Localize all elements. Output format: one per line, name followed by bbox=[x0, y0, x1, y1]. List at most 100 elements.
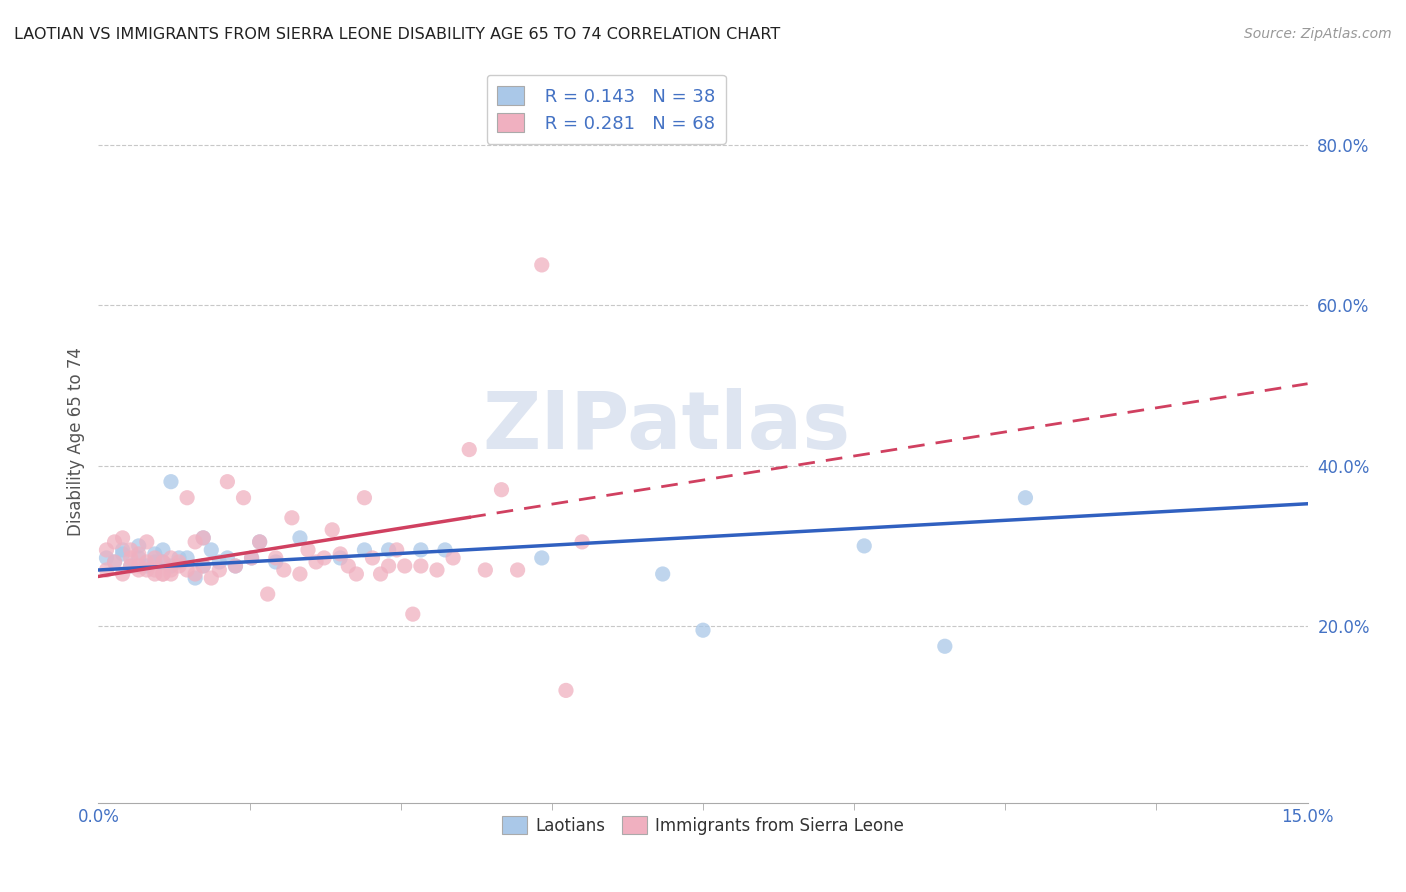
Point bbox=[474, 563, 496, 577]
Point bbox=[135, 558, 157, 573]
Point bbox=[160, 563, 183, 577]
Point bbox=[434, 542, 457, 557]
Point bbox=[111, 542, 134, 557]
Point bbox=[394, 558, 416, 573]
Point bbox=[120, 558, 142, 573]
Point bbox=[361, 551, 384, 566]
Point bbox=[103, 555, 125, 569]
Point bbox=[176, 491, 198, 505]
Point bbox=[200, 571, 222, 585]
Point bbox=[152, 542, 174, 557]
Text: Source: ZipAtlas.com: Source: ZipAtlas.com bbox=[1244, 27, 1392, 41]
Point bbox=[264, 551, 287, 566]
Point bbox=[96, 563, 118, 577]
Point bbox=[128, 547, 150, 561]
Point bbox=[256, 587, 278, 601]
Point bbox=[402, 607, 425, 621]
Point bbox=[120, 558, 142, 573]
Point bbox=[232, 491, 254, 505]
Point bbox=[240, 551, 263, 566]
Point bbox=[135, 534, 157, 549]
Text: ZIPatlas: ZIPatlas bbox=[482, 388, 851, 467]
Point bbox=[143, 567, 166, 582]
Point bbox=[143, 547, 166, 561]
Point bbox=[193, 531, 215, 545]
Point bbox=[321, 523, 343, 537]
Point bbox=[305, 555, 328, 569]
Point bbox=[128, 539, 150, 553]
Point bbox=[377, 558, 399, 573]
Point bbox=[176, 563, 198, 577]
Point bbox=[329, 547, 352, 561]
Point bbox=[288, 531, 311, 545]
Point bbox=[200, 542, 222, 557]
Point bbox=[160, 567, 183, 582]
Point bbox=[143, 555, 166, 569]
Y-axis label: Disability Age 65 to 74: Disability Age 65 to 74 bbox=[66, 347, 84, 536]
Point bbox=[281, 510, 304, 524]
Point bbox=[111, 547, 134, 561]
Point bbox=[128, 551, 150, 566]
Point bbox=[506, 563, 529, 577]
Point bbox=[385, 542, 408, 557]
Point bbox=[120, 551, 142, 566]
Point bbox=[152, 555, 174, 569]
Point bbox=[143, 563, 166, 577]
Point bbox=[152, 567, 174, 582]
Point bbox=[96, 551, 118, 566]
Point bbox=[555, 683, 578, 698]
Point bbox=[353, 491, 375, 505]
Point bbox=[103, 534, 125, 549]
Point bbox=[120, 542, 142, 557]
Point bbox=[264, 555, 287, 569]
Point bbox=[128, 558, 150, 573]
Point bbox=[111, 567, 134, 582]
Point bbox=[160, 551, 183, 566]
Point bbox=[224, 558, 246, 573]
Point bbox=[344, 567, 367, 582]
Point bbox=[176, 551, 198, 566]
Point bbox=[297, 542, 319, 557]
Point bbox=[651, 567, 673, 582]
Point bbox=[530, 551, 553, 566]
Point bbox=[1014, 491, 1036, 505]
Point bbox=[692, 623, 714, 637]
Point bbox=[160, 475, 183, 489]
Point bbox=[152, 567, 174, 582]
Point bbox=[135, 555, 157, 569]
Point bbox=[530, 258, 553, 272]
Point bbox=[441, 551, 464, 566]
Point bbox=[143, 551, 166, 566]
Point bbox=[571, 534, 593, 549]
Point bbox=[184, 534, 207, 549]
Point bbox=[934, 639, 956, 653]
Point bbox=[160, 558, 183, 573]
Point bbox=[217, 475, 239, 489]
Point bbox=[249, 534, 271, 549]
Point bbox=[409, 542, 432, 557]
Point bbox=[353, 542, 375, 557]
Point bbox=[208, 563, 231, 577]
Point bbox=[135, 563, 157, 577]
Point bbox=[167, 558, 190, 573]
Point bbox=[370, 567, 392, 582]
Point bbox=[193, 531, 215, 545]
Point bbox=[208, 555, 231, 569]
Point bbox=[458, 442, 481, 457]
Point bbox=[249, 534, 271, 549]
Point bbox=[193, 558, 215, 573]
Point bbox=[409, 558, 432, 573]
Point bbox=[111, 531, 134, 545]
Point bbox=[240, 551, 263, 566]
Point bbox=[184, 567, 207, 582]
Point bbox=[288, 567, 311, 582]
Point bbox=[273, 563, 295, 577]
Point bbox=[314, 551, 336, 566]
Point bbox=[329, 551, 352, 566]
Point bbox=[152, 555, 174, 569]
Point bbox=[377, 542, 399, 557]
Point bbox=[224, 558, 246, 573]
Point bbox=[491, 483, 513, 497]
Point bbox=[167, 555, 190, 569]
Point bbox=[193, 558, 215, 573]
